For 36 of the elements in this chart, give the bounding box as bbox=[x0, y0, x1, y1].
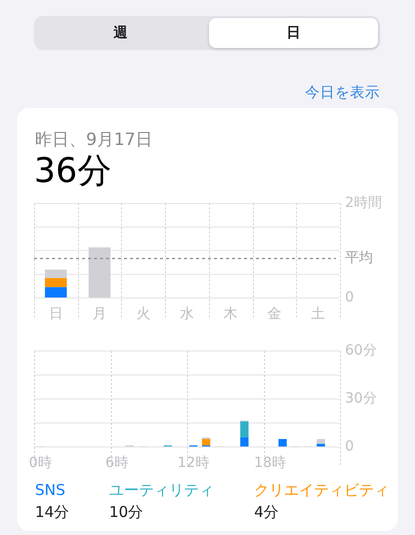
y-tick-label: 0 bbox=[345, 290, 354, 306]
chart-subtitle: 36分 bbox=[34, 151, 112, 191]
x-tick-label: 月 bbox=[92, 306, 107, 322]
text: 10分 bbox=[109, 503, 144, 521]
x-tick-label: 12時 bbox=[177, 455, 210, 472]
segmented-control: 週 日 bbox=[34, 16, 380, 50]
text: 今日を表示 bbox=[305, 84, 380, 102]
bar bbox=[240, 421, 249, 438]
y-tick-label: 60分 bbox=[345, 342, 377, 359]
text: SNS bbox=[35, 481, 66, 499]
bar bbox=[202, 439, 210, 446]
bar bbox=[44, 270, 67, 278]
chart-title: 昨日、9月17日 bbox=[35, 130, 152, 150]
text: 14分 bbox=[35, 503, 70, 521]
x-tick-label: 金 bbox=[267, 306, 282, 322]
bar bbox=[316, 439, 326, 444]
bar bbox=[278, 439, 287, 446]
y-tick-label: 0 bbox=[345, 438, 354, 455]
text: ユーティリティ bbox=[109, 481, 214, 499]
y-tick-label: 30分 bbox=[345, 390, 377, 407]
text: 4分 bbox=[254, 503, 279, 521]
x-tick-label: 水 bbox=[180, 306, 194, 322]
x-tick-label: 6時 bbox=[105, 455, 128, 472]
x-tick-label: 土 bbox=[311, 306, 326, 322]
ref-line-label: 平均 bbox=[345, 250, 373, 266]
bar bbox=[44, 278, 67, 288]
x-tick-label: 日 bbox=[48, 306, 63, 322]
x-tick-label: 火 bbox=[136, 306, 150, 322]
bar bbox=[88, 247, 110, 298]
y-tick-label: 2時間 bbox=[345, 195, 382, 212]
x-tick-label: 0時 bbox=[28, 455, 52, 472]
x-tick-label: 木 bbox=[224, 306, 238, 322]
text: クリエイティビティ bbox=[254, 481, 390, 499]
bar bbox=[44, 287, 67, 298]
bar bbox=[316, 444, 326, 446]
bar bbox=[240, 437, 249, 446]
